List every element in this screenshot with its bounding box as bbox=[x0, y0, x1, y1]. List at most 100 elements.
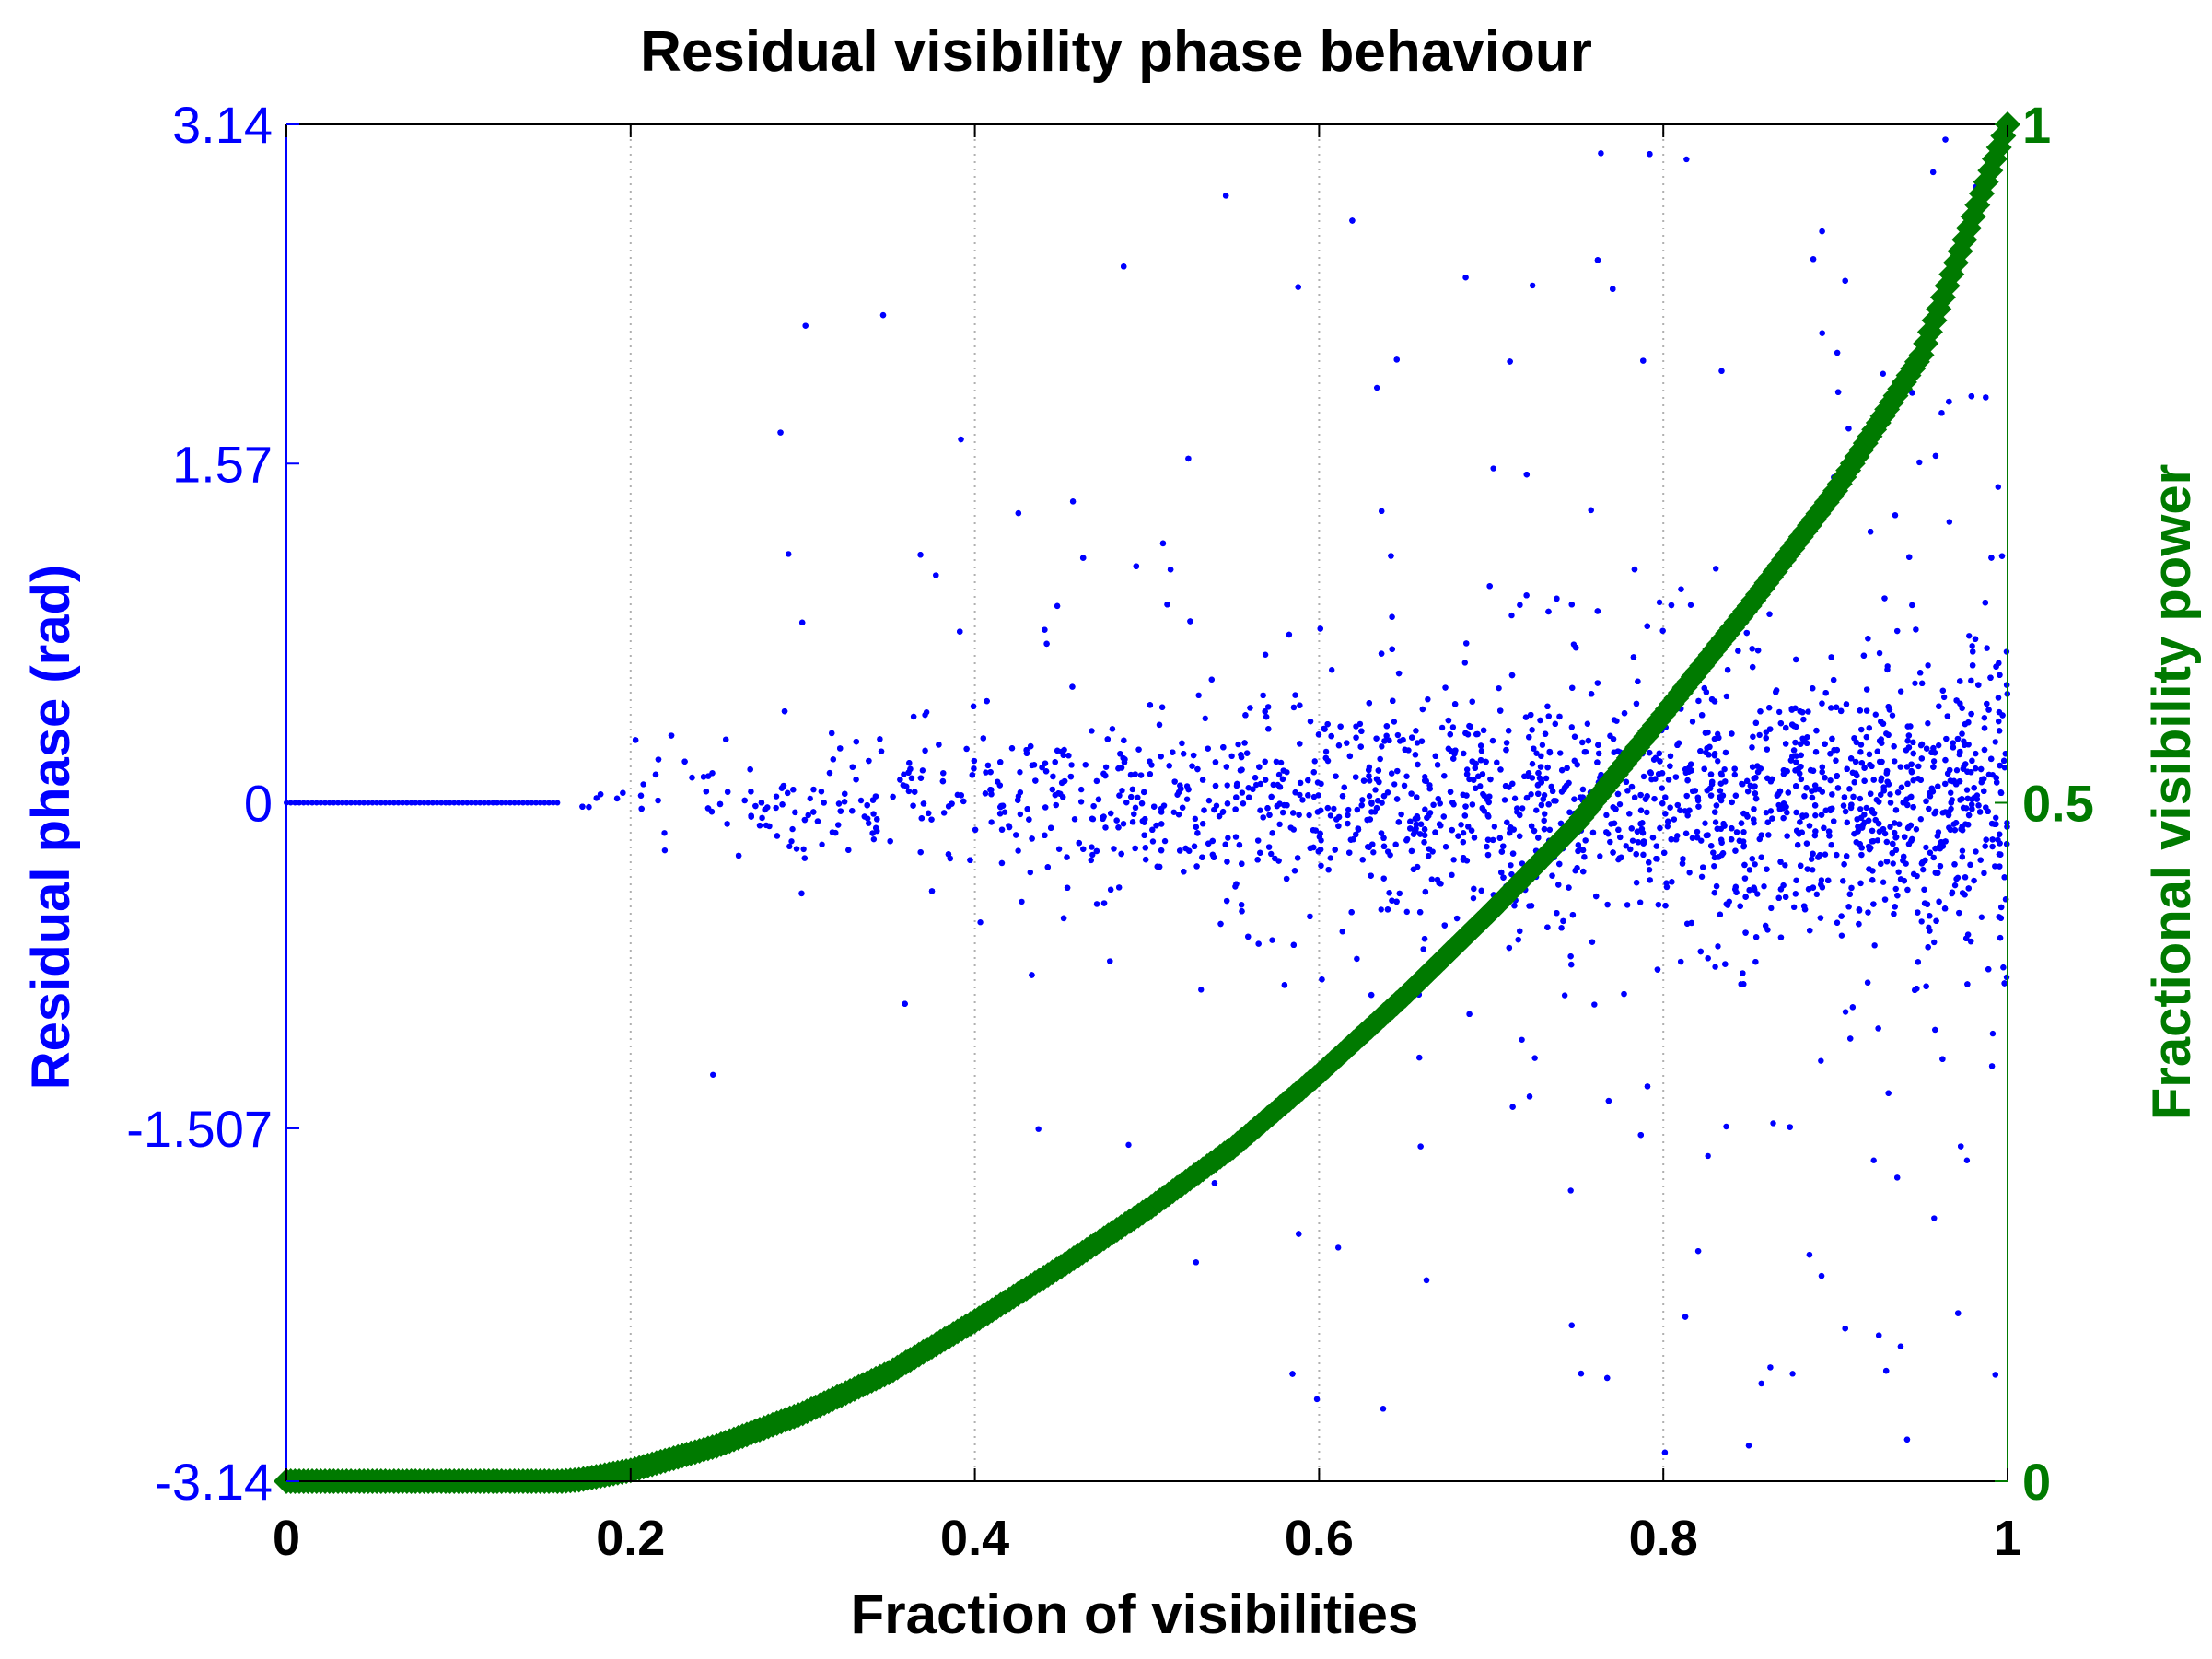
phase-point bbox=[1903, 764, 1911, 770]
phase-point bbox=[1280, 767, 1286, 774]
y-right-tick-label: 0 bbox=[2022, 1453, 2051, 1511]
phase-point bbox=[1948, 800, 1954, 806]
phase-point bbox=[1242, 712, 1249, 719]
phase-point bbox=[1674, 801, 1682, 809]
phase-point bbox=[1892, 807, 1900, 813]
phase-point bbox=[1233, 881, 1240, 887]
phase-point bbox=[1743, 777, 1751, 785]
phase-point bbox=[1740, 970, 1746, 976]
phase-point bbox=[1714, 825, 1721, 832]
phase-point bbox=[1942, 838, 1949, 845]
phase-point bbox=[1946, 766, 1953, 774]
phase-point bbox=[709, 770, 716, 777]
phase-point bbox=[1069, 498, 1077, 505]
phase-point bbox=[1449, 871, 1455, 879]
phase-point bbox=[1519, 1036, 1525, 1043]
phase-point bbox=[873, 824, 879, 832]
phase-point bbox=[1939, 687, 1947, 694]
phase-point bbox=[1866, 751, 1873, 758]
phase-point bbox=[1392, 841, 1399, 848]
phase-point bbox=[1175, 811, 1182, 818]
phase-point bbox=[1997, 762, 2003, 769]
phase-point bbox=[1217, 920, 1224, 928]
phase-point bbox=[425, 800, 432, 806]
phase-point bbox=[866, 757, 872, 765]
phase-point bbox=[1642, 796, 1649, 802]
phase-point bbox=[982, 790, 989, 797]
phase-point bbox=[1959, 730, 1965, 737]
phase-point bbox=[305, 800, 311, 806]
phase-point bbox=[1015, 509, 1022, 517]
phase-point bbox=[416, 800, 423, 806]
phase-point bbox=[1751, 784, 1757, 790]
phase-point bbox=[1191, 843, 1198, 850]
phase-point bbox=[1978, 914, 1985, 920]
phase-point bbox=[537, 800, 543, 806]
phase-point bbox=[1894, 627, 1901, 635]
phase-point bbox=[983, 769, 989, 776]
phase-point bbox=[1740, 829, 1747, 835]
phase-point bbox=[1637, 821, 1644, 827]
phase-point bbox=[1912, 680, 1918, 686]
phase-point bbox=[1195, 692, 1202, 699]
phase-point bbox=[1858, 726, 1865, 733]
phase-point bbox=[1567, 1187, 1574, 1194]
phase-point bbox=[1942, 756, 1949, 764]
phase-point bbox=[1170, 749, 1176, 755]
phase-point bbox=[1533, 750, 1540, 756]
phase-point bbox=[1668, 602, 1675, 609]
phase-point bbox=[1272, 855, 1278, 862]
phase-point bbox=[1770, 1120, 1776, 1127]
phase-point bbox=[1357, 743, 1364, 750]
y-right-tick-label: 0.5 bbox=[2022, 775, 2094, 833]
phase-point bbox=[1923, 844, 1929, 851]
phase-point bbox=[1386, 890, 1392, 896]
phase-point bbox=[1925, 720, 1931, 727]
phase-point bbox=[1649, 835, 1657, 841]
phase-point bbox=[1851, 778, 1857, 786]
phase-point bbox=[1161, 837, 1169, 845]
phase-point bbox=[1349, 217, 1356, 224]
phase-point bbox=[1544, 703, 1551, 710]
phase-point bbox=[1757, 708, 1764, 715]
phase-point bbox=[1646, 859, 1652, 866]
phase-point bbox=[1901, 853, 1907, 860]
phase-point bbox=[1224, 859, 1230, 865]
phase-point bbox=[1694, 828, 1701, 835]
phase-point bbox=[1564, 765, 1570, 772]
phase-point bbox=[1419, 706, 1426, 713]
phase-point bbox=[1756, 835, 1763, 843]
phase-point bbox=[1908, 761, 1915, 767]
phase-point bbox=[1717, 911, 1724, 918]
phase-point bbox=[837, 808, 844, 814]
phase-point bbox=[1088, 857, 1094, 864]
phase-point bbox=[1749, 764, 1756, 770]
phase-point bbox=[1557, 750, 1564, 756]
phase-point bbox=[849, 808, 856, 814]
phase-point bbox=[1310, 769, 1317, 776]
phase-point bbox=[1785, 789, 1792, 796]
phase-point bbox=[1935, 783, 1941, 789]
phase-point bbox=[1238, 902, 1245, 908]
phase-point bbox=[1637, 807, 1645, 813]
phase-point bbox=[1861, 765, 1868, 771]
phase-point bbox=[1883, 838, 1891, 846]
phase-point bbox=[1964, 795, 1972, 802]
phase-point bbox=[421, 800, 427, 806]
phase-point bbox=[1505, 728, 1512, 734]
phase-point bbox=[1866, 846, 1873, 853]
phase-point bbox=[1787, 1124, 1793, 1130]
phase-point bbox=[1997, 840, 2003, 847]
phase-point bbox=[1631, 566, 1638, 573]
phase-point bbox=[1951, 882, 1959, 889]
phase-point bbox=[1519, 805, 1526, 812]
phase-point bbox=[1313, 1396, 1321, 1403]
phase-point bbox=[1775, 708, 1783, 716]
phase-point bbox=[1853, 739, 1860, 746]
phase-point bbox=[374, 800, 380, 806]
phase-point bbox=[1503, 740, 1510, 746]
phase-point bbox=[792, 809, 798, 816]
phase-point bbox=[1222, 193, 1229, 199]
phase-point bbox=[1545, 801, 1552, 808]
phase-point bbox=[1971, 877, 1977, 884]
